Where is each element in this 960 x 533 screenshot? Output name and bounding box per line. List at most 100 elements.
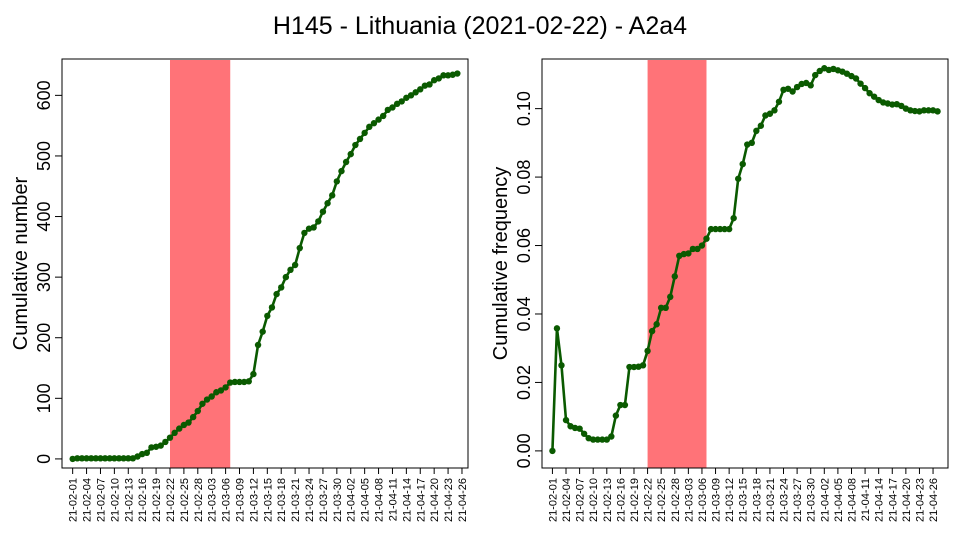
- data-point: [88, 455, 95, 462]
- data-point: [125, 455, 132, 462]
- x-tick-label: 21-02-22: [165, 478, 177, 522]
- data-point: [83, 455, 90, 462]
- data-point: [861, 84, 869, 92]
- data-point: [222, 384, 229, 391]
- data-point: [310, 224, 317, 231]
- data-point: [264, 312, 271, 320]
- data-point: [857, 80, 864, 87]
- data-point: [278, 284, 285, 291]
- data-point: [379, 112, 387, 120]
- data-point: [120, 455, 127, 462]
- data-point: [74, 455, 81, 462]
- data-point: [852, 75, 860, 82]
- data-point: [558, 362, 565, 369]
- data-point: [162, 438, 169, 446]
- data-point: [549, 447, 556, 455]
- y-tick-label: 0.08: [514, 160, 534, 195]
- data-point: [735, 175, 742, 182]
- data-point: [291, 261, 299, 269]
- data-point: [689, 245, 697, 253]
- data-point: [648, 327, 656, 335]
- data-point: [644, 347, 651, 355]
- x-tick-label: 21-03-09: [711, 478, 723, 522]
- data-point: [106, 455, 113, 462]
- data-point: [657, 304, 665, 312]
- right-panel: 0.000.020.040.060.080.10 21-02-01 21-02-0…: [490, 58, 949, 522]
- data-point: [426, 81, 433, 88]
- data-point: [703, 235, 710, 242]
- data-point: [576, 425, 583, 432]
- data-point: [250, 370, 257, 378]
- x-tick-label: 21-02-16: [137, 478, 149, 522]
- data-point: [231, 378, 239, 386]
- x-tick-label: 21-04-20: [429, 478, 441, 522]
- data-point: [333, 178, 341, 185]
- data-point: [361, 129, 368, 137]
- data-point: [208, 393, 215, 400]
- data-point: [639, 362, 647, 369]
- data-point: [143, 449, 151, 457]
- data-point: [608, 433, 615, 440]
- data-point: [707, 225, 715, 233]
- x-tick-label: 21-04-08: [846, 478, 858, 522]
- data-point: [259, 328, 266, 335]
- data-point: [389, 104, 396, 111]
- data-point: [766, 110, 774, 117]
- y-tick-label: 500: [34, 141, 54, 171]
- data-point: [324, 200, 331, 207]
- x-tick-label: 21-02-10: [588, 478, 600, 522]
- data-point: [111, 455, 118, 462]
- x-tick-label: 21-02-28: [193, 478, 205, 522]
- x-tick-label: 21-04-17: [887, 478, 899, 522]
- x-tick-label: 21-03-03: [683, 478, 695, 522]
- y-tick-label: 200: [34, 323, 54, 353]
- y-tick-label: 600: [34, 80, 54, 110]
- x-tick-label: 21-04-23: [443, 478, 455, 522]
- x-tick-label: 21-04-02: [819, 478, 831, 522]
- x-tick-label: 21-04-05: [360, 478, 372, 522]
- data-point: [217, 387, 225, 394]
- y-tick-label: 0.02: [514, 365, 534, 400]
- right-y-axis-label: Cumulative frequency: [490, 167, 512, 360]
- x-tick-label: 21-03-12: [248, 478, 260, 522]
- x-tick-label: 21-02-10: [109, 478, 121, 522]
- data-point: [694, 245, 701, 253]
- data-point: [671, 273, 678, 280]
- x-tick-label: 21-02-01: [68, 478, 80, 522]
- y-tick-label: 0.10: [514, 91, 534, 126]
- x-tick-label: 21-04-26: [928, 478, 940, 522]
- x-tick-label: 21-03-12: [724, 478, 736, 522]
- x-tick-label: 21-02-13: [123, 478, 135, 522]
- x-tick-label: 21-03-27: [318, 478, 330, 522]
- data-point: [612, 412, 620, 419]
- x-tick-label: 21-04-14: [401, 478, 413, 522]
- x-tick-label: 21-03-06: [221, 478, 233, 522]
- data-point: [454, 70, 461, 77]
- x-tick-label: 21-03-03: [207, 478, 219, 522]
- highlight-band: [169, 60, 231, 468]
- data-point: [590, 436, 597, 443]
- data-point: [366, 123, 373, 131]
- data-point: [268, 304, 276, 311]
- data-point: [398, 98, 405, 105]
- data-point: [176, 425, 183, 432]
- x-tick-label: 21-03-24: [304, 478, 316, 522]
- x-tick-label: 21-04-05: [833, 478, 845, 522]
- x-tick-label: 21-02-01: [547, 478, 559, 522]
- x-tick-label: 21-04-17: [415, 478, 427, 522]
- x-tick-label: 21-03-15: [262, 478, 274, 522]
- data-point: [338, 167, 345, 175]
- data-point: [254, 341, 262, 349]
- x-tick-label: 21-03-30: [806, 478, 818, 522]
- data-point: [748, 139, 755, 147]
- data-point: [580, 430, 588, 437]
- data-point: [236, 378, 243, 386]
- y-tick-label: 400: [34, 202, 54, 232]
- y-tick-label: 0: [34, 454, 54, 464]
- data-point: [920, 107, 928, 114]
- data-point: [356, 135, 364, 143]
- data-point: [789, 88, 796, 95]
- x-tick-label: 21-02-22: [643, 478, 655, 522]
